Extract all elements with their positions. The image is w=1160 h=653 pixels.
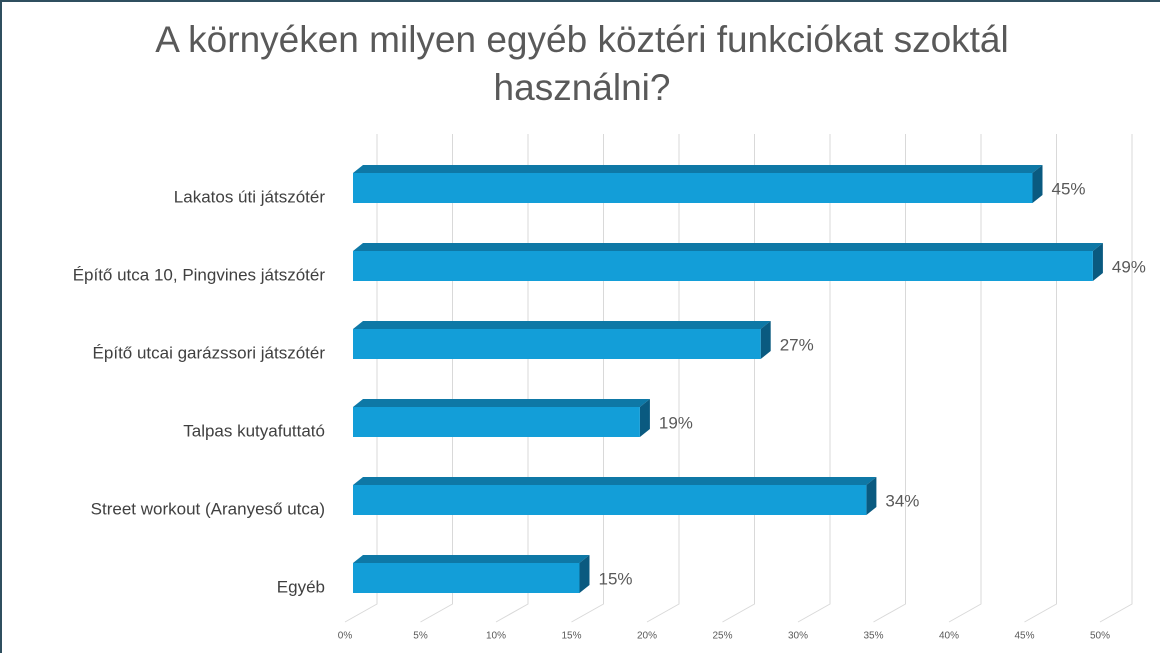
y-tick-label: Építő utca 10, Pingvines játszótér [73,265,326,284]
grid-line [797,134,831,623]
chart-title: A környéken milyen egyéb köztéri funkció… [155,19,1009,108]
bar [353,477,877,515]
value-label: 27% [780,335,814,354]
y-tick-label: Lakatos úti játszótér [174,187,326,206]
bar-face [353,321,771,329]
bar-face [639,399,650,437]
grid-line [873,134,906,623]
bar-face [353,329,761,359]
grid-line [420,134,453,623]
x-tick-label: 15% [561,631,581,642]
bar-face [579,555,590,593]
x-tick-label: 50% [1090,631,1110,642]
x-tick-label: 20% [637,631,657,642]
grid-line [646,134,680,623]
x-tick-label: 10% [486,631,506,642]
y-tick-label: Építő utcai garázssori játszótér [93,343,326,362]
x-tick-label: 25% [712,631,732,642]
bar [353,243,1103,281]
x-tick-label: 35% [863,631,883,642]
grid-line [571,134,604,623]
bar-face [353,251,1093,281]
y-tick-label: Talpas kutyafuttató [183,421,325,440]
bar-face [866,477,877,515]
value-label: 49% [1112,257,1146,276]
x-tick-label: 45% [1014,631,1034,642]
bar-face [353,243,1103,251]
grid-line [948,134,982,623]
x-tick-label: 40% [939,631,959,642]
bar-face [353,399,650,407]
grid-line [495,134,529,623]
x-tick-label: 0% [338,631,353,642]
bar-face [353,485,867,515]
bar-face [1092,243,1103,281]
value-label: 19% [659,413,693,432]
grid-line [1099,134,1133,623]
bar-face [353,407,640,437]
bar [353,165,1043,203]
bar-face [353,555,590,563]
x-tick-label: 5% [413,631,428,642]
y-tick-label: Egyéb [277,577,325,596]
bar [353,399,650,437]
x-tick-label: 30% [788,631,808,642]
grid-line [722,134,755,623]
bar [353,321,771,359]
bar [353,555,590,593]
bar-face [353,563,580,593]
bar-face [760,321,771,359]
bar-face [353,165,1043,173]
bar-face [353,477,877,485]
value-label: 45% [1052,179,1086,198]
grid-line [1024,134,1057,623]
bar-face [1032,165,1043,203]
value-label: 15% [599,569,633,588]
value-label: 34% [885,491,919,510]
bar-face [353,173,1033,203]
y-tick-label: Street workout (Aranyeső utca) [91,499,325,518]
grid-line [344,134,378,623]
